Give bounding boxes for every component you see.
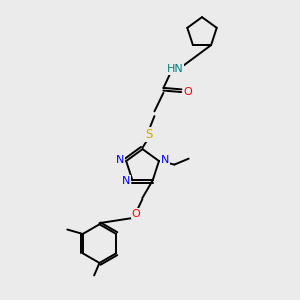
Text: S: S <box>145 128 152 141</box>
Text: O: O <box>131 208 140 219</box>
Text: HN: HN <box>167 64 184 74</box>
Text: N: N <box>122 176 131 186</box>
Text: O: O <box>183 87 192 97</box>
Text: N: N <box>116 155 124 165</box>
Text: N: N <box>161 154 169 164</box>
